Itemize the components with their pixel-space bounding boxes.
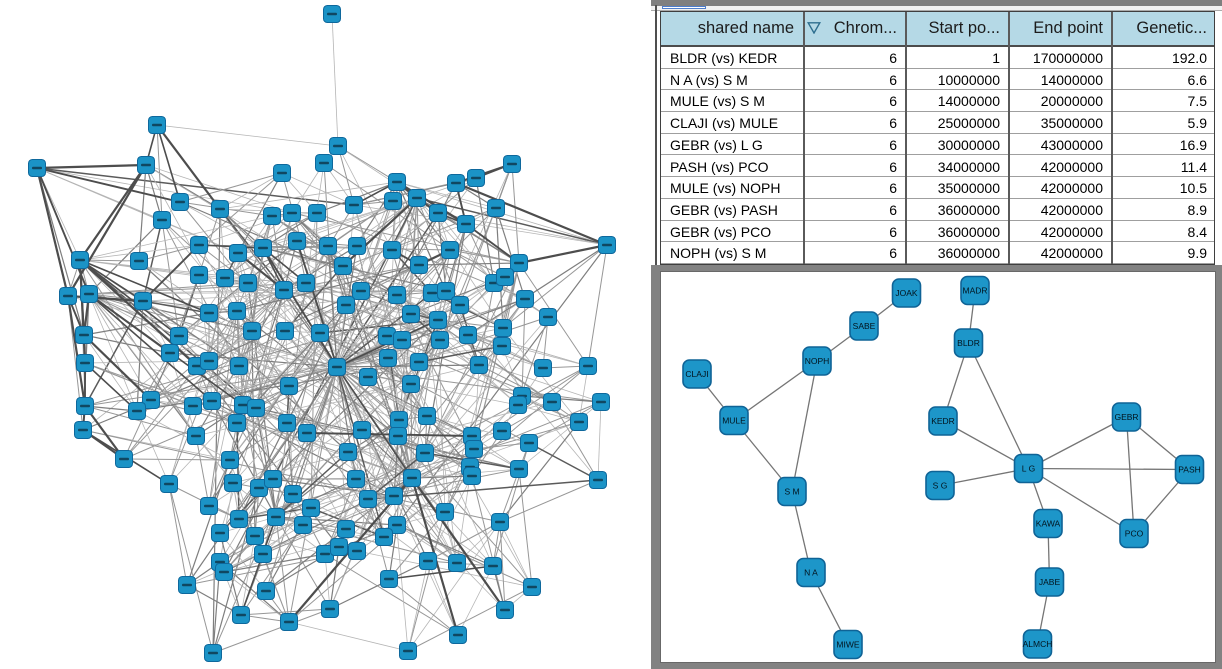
svg-text:PASH: PASH: [1178, 465, 1201, 475]
svg-text:BLDR: BLDR: [957, 338, 980, 348]
svg-text:PCO: PCO: [1125, 529, 1144, 539]
svg-text:GEBR: GEBR: [1114, 412, 1138, 422]
svg-text:KEDR: KEDR: [931, 416, 955, 426]
svg-text:S M: S M: [784, 487, 799, 497]
svg-text:L G: L G: [1022, 464, 1035, 474]
svg-text:MIWE: MIWE: [836, 640, 859, 650]
svg-text:NOPH: NOPH: [805, 356, 830, 366]
svg-text:KAWA: KAWA: [1036, 519, 1061, 529]
svg-text:SABE: SABE: [853, 321, 876, 331]
svg-text:MADR: MADR: [962, 286, 987, 296]
svg-text:MULE: MULE: [722, 416, 746, 426]
svg-text:JABE: JABE: [1039, 577, 1061, 587]
svg-text:CLAJI: CLAJI: [685, 369, 708, 379]
svg-text:JOAK: JOAK: [895, 288, 918, 298]
svg-text:N A: N A: [804, 568, 818, 578]
svg-text:S G: S G: [933, 481, 948, 491]
svg-text:ALMCH: ALMCH: [1023, 639, 1053, 649]
